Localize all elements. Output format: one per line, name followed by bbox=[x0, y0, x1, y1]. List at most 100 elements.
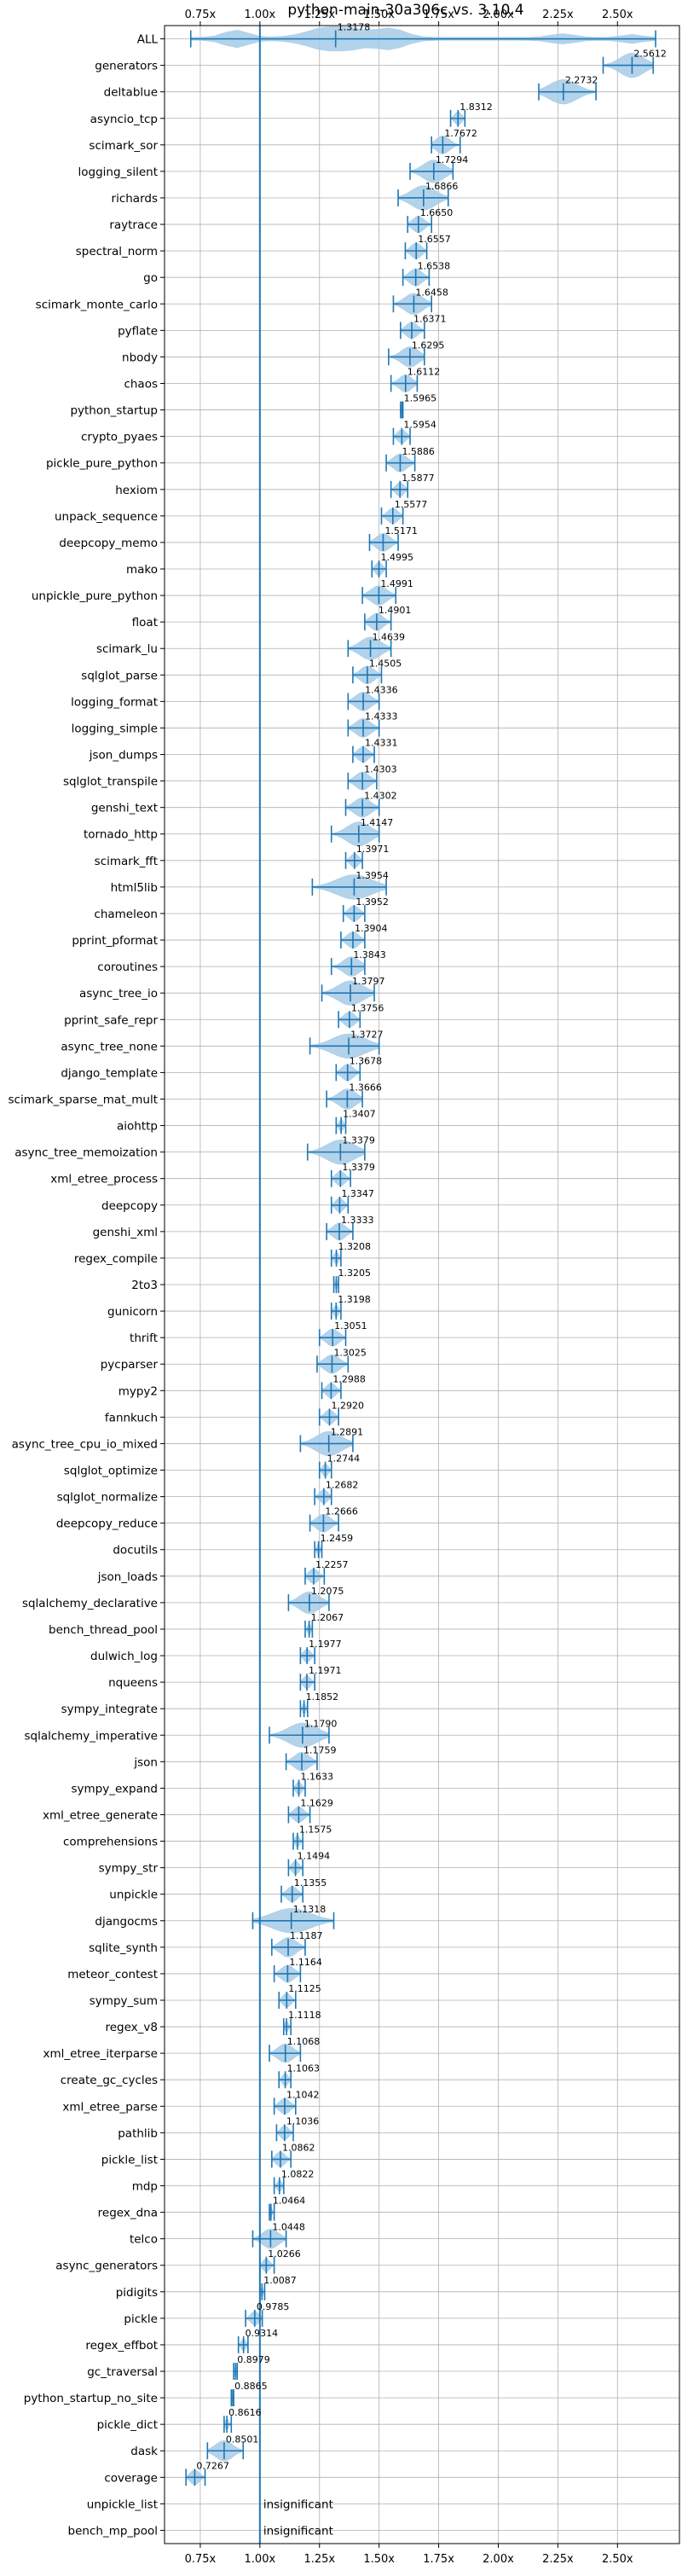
median-value-label: 1.5877 bbox=[402, 473, 435, 484]
benchmark-label: scimark_monte_carlo bbox=[36, 298, 158, 311]
median-value-label: 1.2682 bbox=[326, 1480, 359, 1491]
median-value-label: 1.4639 bbox=[373, 631, 406, 642]
benchmark-label: async_tree_cpu_io_mixed bbox=[12, 1437, 158, 1451]
benchmark-label: float bbox=[132, 616, 158, 629]
benchmark-label: telco bbox=[130, 2233, 158, 2247]
median-value-label: 1.3971 bbox=[356, 844, 390, 855]
benchmark-label: thrift bbox=[130, 1332, 158, 1345]
median-value-label: 1.6371 bbox=[413, 313, 447, 324]
benchmark-label: pidigits bbox=[116, 2286, 158, 2300]
benchmark-label: logging_format bbox=[71, 695, 158, 709]
benchmark-label: chaos bbox=[124, 377, 158, 391]
median-value-label: 1.1759 bbox=[303, 1744, 337, 1755]
median-value-label: 0.7267 bbox=[196, 2460, 229, 2471]
x-tick-label-top: 2.25x bbox=[542, 9, 574, 21]
benchmark-label: gunicorn bbox=[107, 1305, 158, 1319]
median-value-label: 1.2067 bbox=[311, 1612, 344, 1623]
benchmark-label: xml_etree_parse bbox=[62, 2100, 158, 2114]
benchmark-label: asyncio_tcp bbox=[90, 113, 158, 126]
median-value-label: 1.0266 bbox=[268, 2248, 301, 2260]
benchmark-label: sqlglot_parse bbox=[81, 669, 158, 682]
median-value-label: 1.3666 bbox=[349, 1082, 382, 1094]
x-tick-label-bottom: 1.00x bbox=[245, 2553, 276, 2566]
median-value-label: 1.1063 bbox=[287, 2063, 321, 2074]
benchmark-label: richards bbox=[112, 192, 158, 206]
tick-layer: 0.75x 0.75x 1.00x 1.00x 1.25x 1.25x 1.50x 1.50x… bbox=[9, 9, 633, 2566]
benchmark-label: sympy_integrate bbox=[61, 1703, 158, 1716]
median-value-label: 1.6458 bbox=[415, 287, 448, 298]
median-value-label: 1.4331 bbox=[365, 738, 398, 749]
median-value-label: 1.1790 bbox=[304, 1718, 338, 1729]
median-value-label: 1.1042 bbox=[286, 2089, 320, 2100]
x-tick-label-top: 0.75x bbox=[185, 9, 217, 21]
x-tick-label-bottom: 2.25x bbox=[542, 2553, 574, 2566]
median-value-label: 1.3347 bbox=[341, 1188, 374, 1199]
benchmark-label: sqlglot_transpile bbox=[63, 775, 158, 789]
median-value-label: 1.4991 bbox=[380, 578, 413, 589]
median-value-label: 0.8865 bbox=[234, 2381, 268, 2392]
median-value-label: 1.2075 bbox=[311, 1586, 344, 1597]
benchmark-label: async_tree_io bbox=[79, 987, 158, 1001]
benchmark-label: 2to3 bbox=[131, 1279, 158, 1292]
chart-title: python-main-30a306c vs. 3.10.4 bbox=[287, 2, 523, 19]
median-value-label: 1.0087 bbox=[263, 2275, 297, 2286]
benchmark-label: coverage bbox=[104, 2471, 158, 2485]
median-value-label: 1.5954 bbox=[403, 420, 436, 431]
benchmark-label: deepcopy bbox=[101, 1199, 158, 1213]
median-value-label: 1.1633 bbox=[301, 1771, 334, 1782]
benchmark-label: mdp bbox=[132, 2180, 158, 2194]
benchmark-label: sympy_sum bbox=[90, 1994, 158, 2008]
benchmark-label: pycparser bbox=[101, 1358, 159, 1372]
benchmark-label: tornado_http bbox=[84, 828, 158, 842]
x-tick-label-bottom: 2.00x bbox=[483, 2553, 514, 2566]
median-value-label: 1.5577 bbox=[395, 499, 428, 510]
median-value-label: 1.3051 bbox=[334, 1320, 367, 1332]
benchmark-label: scimark_sor bbox=[89, 139, 158, 153]
insignificant-label: insignificant bbox=[263, 2524, 333, 2538]
median-value-label: 1.1118 bbox=[288, 2010, 321, 2021]
median-value-label: 1.3198 bbox=[338, 1294, 371, 1305]
benchmark-label: djangocms bbox=[95, 1915, 158, 1929]
median-value-label: 1.2666 bbox=[325, 1506, 358, 1517]
benchmark-label: sqlalchemy_imperative bbox=[25, 1729, 159, 1743]
benchmark-label: dask bbox=[130, 2445, 158, 2458]
benchmark-label: mako bbox=[126, 563, 158, 577]
median-value-label: 1.3843 bbox=[353, 949, 386, 960]
median-value-label: 1.2459 bbox=[321, 1533, 354, 1544]
median-value-label: 1.6557 bbox=[418, 234, 450, 245]
median-value-label: 1.3208 bbox=[338, 1241, 372, 1252]
benchmark-label: regex_dna bbox=[98, 2207, 158, 2220]
benchmark-label: async_generators bbox=[55, 2260, 158, 2273]
median-value-label: 1.6295 bbox=[412, 339, 444, 351]
benchmark-label: nqueens bbox=[108, 1676, 158, 1690]
median-value-label: 0.8501 bbox=[226, 2434, 259, 2445]
median-value-label: 1.8312 bbox=[459, 102, 493, 113]
median-value-label: 1.1971 bbox=[309, 1665, 342, 1676]
median-value-label: 1.4336 bbox=[365, 684, 398, 695]
median-value-label: 1.2988 bbox=[332, 1373, 366, 1384]
benchmark-label: unpickle_pure_python bbox=[32, 589, 158, 603]
benchmark-label: meteor_contest bbox=[67, 1968, 158, 1981]
x-tick-label-bottom: 0.75x bbox=[185, 2553, 217, 2566]
benchmark-label: comprehensions bbox=[63, 1836, 158, 1849]
median-value-label: 1.3756 bbox=[351, 1002, 384, 1013]
median-value-label: 1.3797 bbox=[352, 976, 385, 987]
x-tick-label-bottom: 1.25x bbox=[303, 2553, 335, 2566]
median-value-label: 1.3333 bbox=[341, 1215, 374, 1226]
median-value-label: 1.3379 bbox=[342, 1162, 375, 1173]
median-value-label: 1.0464 bbox=[273, 2196, 306, 2207]
benchmark-label: json bbox=[133, 1755, 158, 1769]
median-value-label: 1.4302 bbox=[364, 791, 397, 802]
median-value-label: 1.6866 bbox=[425, 181, 459, 192]
benchmark-label: dulwich_log bbox=[90, 1650, 158, 1663]
x-tick-label-top: 1.25x bbox=[303, 9, 335, 21]
median-value-label: 1.1575 bbox=[299, 1825, 332, 1836]
benchmark-label: logging_simple bbox=[72, 722, 158, 735]
x-tick-label-bottom: 1.50x bbox=[363, 2553, 395, 2566]
benchmark-label: json_dumps bbox=[89, 749, 158, 763]
median-value-label: 1.1125 bbox=[288, 1983, 321, 1994]
median-value-label: 1.1068 bbox=[287, 2036, 321, 2047]
median-value-label: 1.2744 bbox=[327, 1453, 361, 1465]
benchmark-label: chameleon bbox=[94, 908, 158, 921]
